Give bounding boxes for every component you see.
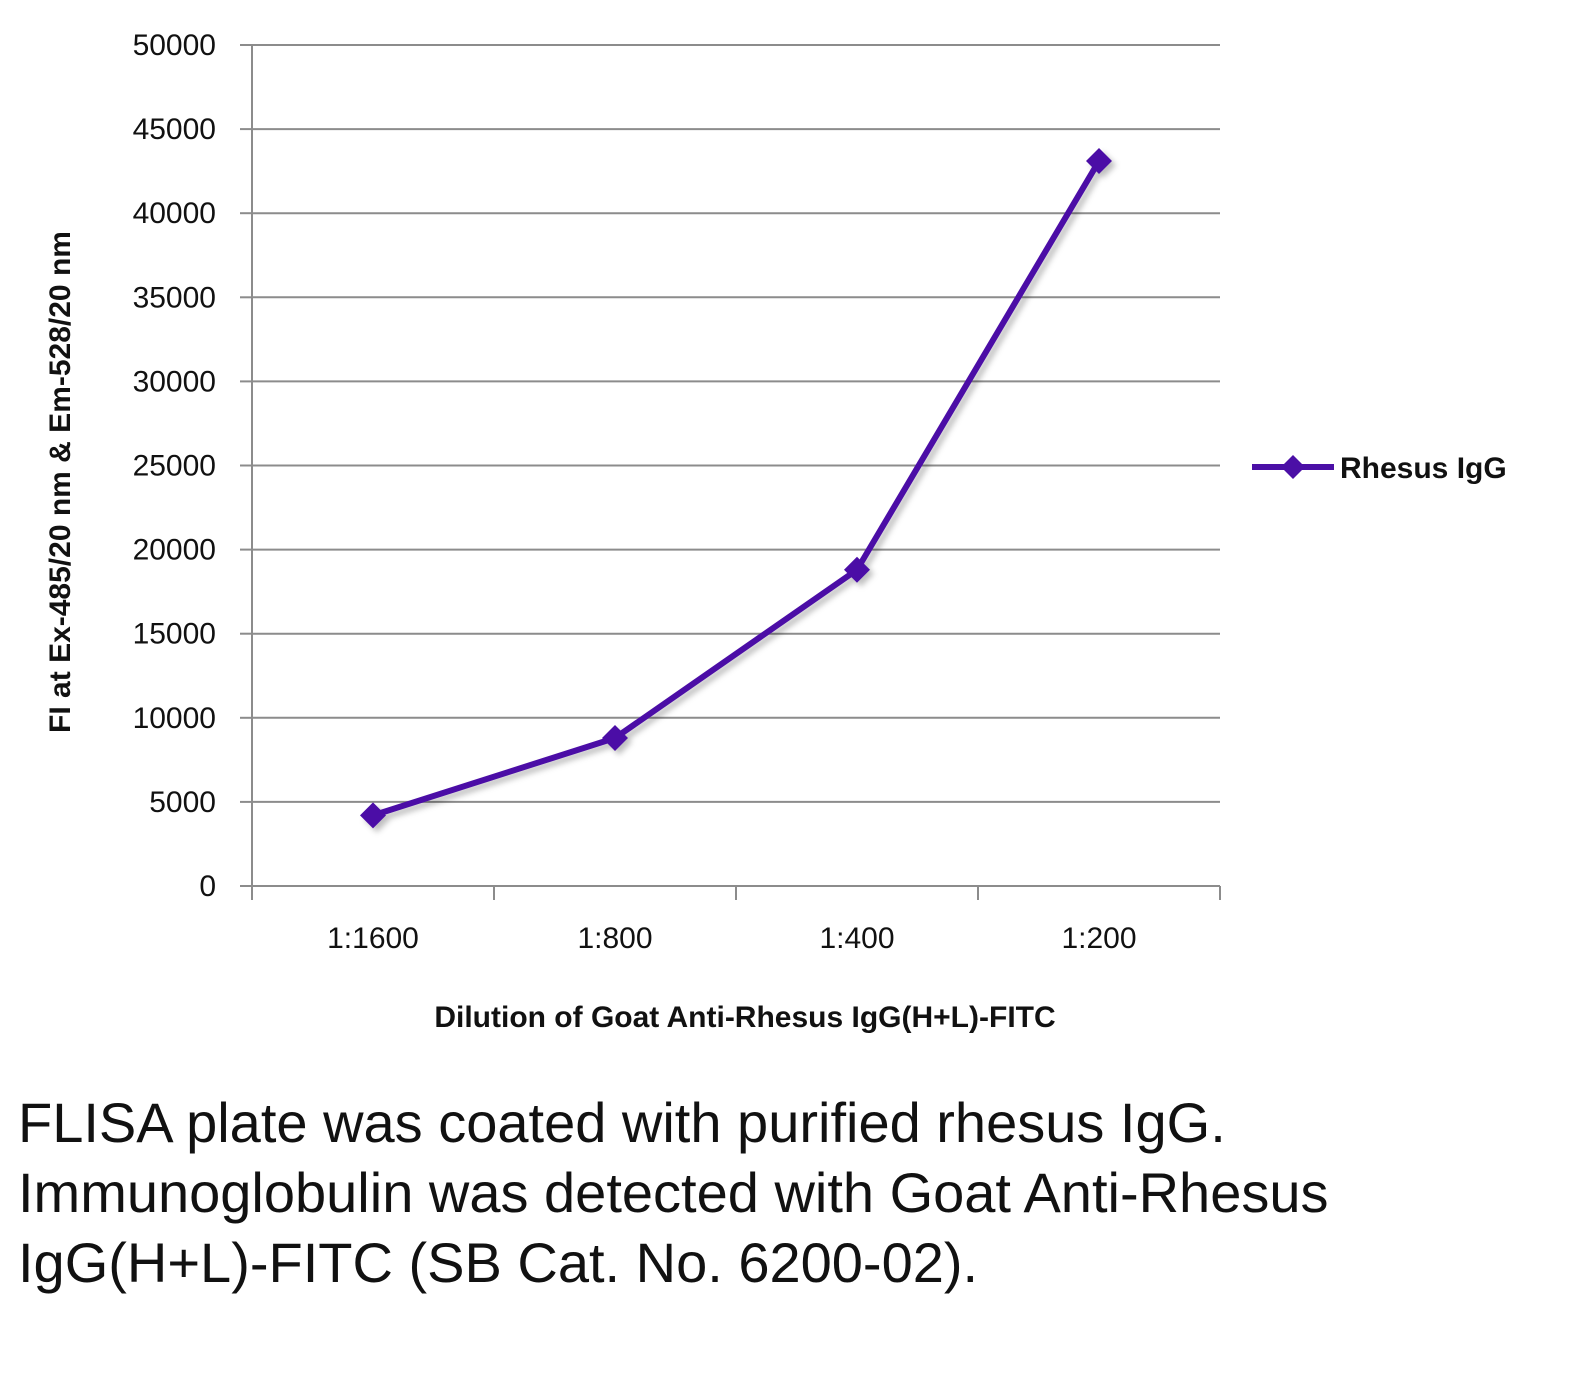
x-axis-title: Dilution of Goat Anti-Rhesus IgG(H+L)-FI… [434, 1001, 1055, 1034]
y-tick-label: 30000 [133, 365, 216, 398]
axes [240, 44, 1221, 900]
grid-lines [252, 44, 1220, 803]
y-tick-label: 50000 [133, 29, 216, 62]
x-tick-label: 1:200 [1061, 922, 1136, 955]
legend-label: Rhesus IgG [1340, 452, 1507, 485]
x-tick-labels: 1:1600 1:800 1:400 1:200 [327, 922, 1136, 955]
figure-caption: FLISA plate was coated with purified rhe… [18, 1091, 1329, 1294]
y-tick-label: 40000 [133, 197, 216, 230]
legend-marker [1281, 455, 1305, 479]
y-tick-label: 25000 [133, 450, 216, 483]
data-point-marker [1086, 148, 1112, 175]
y-tick-label: 0 [199, 870, 216, 903]
x-tick-label: 1:400 [819, 922, 894, 955]
y-tick-label: 45000 [133, 113, 216, 146]
legend: Rhesus IgG [1252, 452, 1507, 485]
y-tick-label: 20000 [133, 534, 216, 567]
data-point-marker [360, 802, 386, 829]
chart: 0 5000 10000 15000 20000 25000 30000 35000 40000… [44, 29, 1507, 1034]
y-axis-title: FI at Ex-485/20 nm & Em-528/20 nm [44, 231, 77, 733]
series-rhesus-igg [360, 148, 1112, 829]
y-tick-label: 5000 [149, 786, 216, 819]
y-tick-label: 15000 [133, 618, 216, 651]
series-group [360, 148, 1112, 829]
x-tick-label: 1:1600 [327, 922, 419, 955]
data-point-marker [602, 724, 628, 751]
y-tick-label: 10000 [133, 702, 216, 735]
x-tick-label: 1:800 [577, 922, 652, 955]
data-point-marker [844, 556, 870, 583]
y-tick-labels: 0 5000 10000 15000 20000 25000 30000 35000 40000… [133, 29, 216, 903]
y-tick-label: 35000 [133, 281, 216, 314]
series-line [372, 159, 1102, 819]
